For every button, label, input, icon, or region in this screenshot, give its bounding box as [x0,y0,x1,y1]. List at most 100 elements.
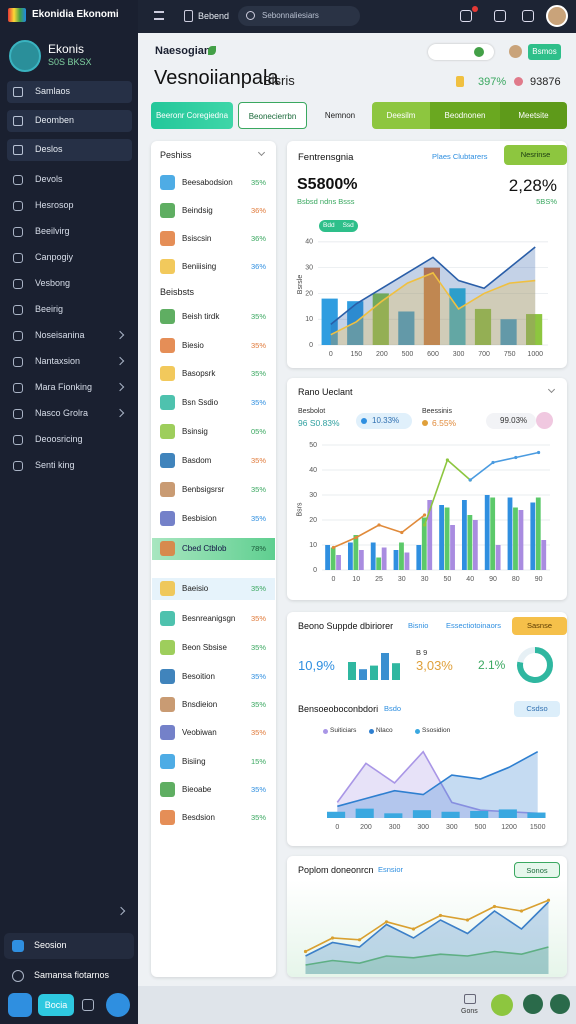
list-item[interactable]: Bsinsig 05% [152,421,275,443]
list-item[interactable]: Bsiscsin 36% [152,228,275,250]
list-item[interactable]: Bnsdieion 35% [152,694,275,716]
icon [13,145,23,155]
tab[interactable]: Nemnon [324,111,356,120]
legend-item: Ssd [342,222,354,229]
big-value: 2,28% [508,176,557,195]
button[interactable]: Sasnse [512,617,567,635]
pinned-item[interactable]: Samlaos [7,81,132,103]
list-item[interactable]: Basopsrk 35% [152,363,275,385]
list-item[interactable]: Besnreanigsgn 35% [152,608,275,630]
footer-item[interactable]: Samansa fiotarnos [4,965,134,987]
list-item[interactable]: Cbed Ctblob 78% [152,538,275,560]
kpi-value: 2.1% [478,658,506,672]
item-value: 05% [250,427,266,436]
icon [13,279,23,289]
footer-item[interactable]: Seosion [4,933,134,959]
y-tick-label: 30 [309,492,317,499]
icon [106,993,130,1017]
menu-item[interactable]: Senti king [7,456,132,476]
bar [467,515,473,570]
list-item[interactable]: Beindsig 36% [152,200,275,222]
pinned-label: Samlaos [35,86,71,96]
bar [472,520,478,570]
header-button[interactable]: Bsmos [528,44,561,60]
chart-title: Rano Ueclant [298,387,353,397]
item-value: 36% [250,262,266,271]
menu-item[interactable]: Nasco Grolra [7,404,132,424]
menu-item[interactable]: Hesrosop [7,196,132,216]
menu-item[interactable]: Mara Fionking [7,378,132,398]
line [305,899,549,953]
x-tick-label: 40 [466,576,474,583]
chart-subtitle: Plaes Clubtarers [432,152,488,161]
list-item[interactable]: Beniiising 36% [152,256,275,278]
icon [160,203,175,218]
bar [490,497,496,570]
chart-link[interactable]: Essectiotoinaors [446,621,502,630]
point [492,904,497,909]
kpi-value: 3,03% [416,658,453,673]
pinned-item[interactable]: Deslos [7,139,132,161]
pinned-item[interactable]: Deomben [7,110,132,132]
icon [160,611,175,626]
list-item[interactable]: Besdsion 35% [152,807,275,829]
list-item[interactable]: Veobiwan 35% [152,722,275,744]
icon [464,994,476,1004]
menu-item[interactable]: Beeirig [7,300,132,320]
list-item[interactable]: Bsn Ssdio 35% [152,392,275,414]
button[interactable]: Sonos [514,862,560,878]
header-pill [428,44,494,60]
list-item[interactable]: Benbsigsrsr 35% [152,479,275,501]
icon [422,420,428,426]
x-tick-label: 1000 [527,351,543,358]
menu-item[interactable]: Deoosricing [7,430,132,450]
list-item[interactable]: Bieoabe 35% [152,779,275,801]
bar [507,497,513,570]
item-value: 35% [250,728,266,737]
menu-item[interactable]: Canpogiy [7,248,132,268]
point [331,545,335,550]
bar [541,540,547,570]
menu-item[interactable]: Devols [7,170,132,190]
chart-panel: Poplom doneonrcn Esnsior Sonos [287,856,567,977]
list-item[interactable]: Biesio 35% [152,335,275,357]
button[interactable]: Nesrinse [504,145,567,165]
list-item[interactable]: Besoition 35% [152,666,275,688]
list-item[interactable]: Bisiing 15% [152,751,275,773]
x-tick-label: 1200 [501,824,517,831]
list-item[interactable]: Beish tirdk 35% [152,306,275,328]
icon [13,409,23,419]
brand: Ekonidia Ekonomi [32,9,119,20]
item-value: 35% [250,584,266,593]
icon [160,259,175,274]
y-tick-label: 50 [309,442,317,449]
search-box[interactable]: Sebonnaliesiars [238,6,360,26]
list-item[interactable]: Basdom 35% [152,450,275,472]
menu-item[interactable]: Nantaxsion [7,352,132,372]
list-section: Beisbsts [160,287,195,297]
chart-panel: Rano Ueclant Besbolot 96 S0.83% 10.33% Beess… [287,378,567,600]
list-item[interactable]: Beon Sbsise 35% [152,637,275,659]
menu-item[interactable]: Noseisanina [7,326,132,346]
menu-item[interactable]: Beeilvirg [7,222,132,242]
list-item[interactable]: Baeisio 35% [152,578,275,600]
x-tick-label: 750 [504,351,516,358]
list-item[interactable]: Beesabodsion 35% [152,172,275,194]
icon [523,994,543,1014]
icon [160,640,175,655]
x-tick-label: 30 [421,576,429,583]
menu-label: Nantaxsion [35,356,81,366]
footer-button[interactable]: Bocia [38,994,74,1016]
item-label: Basopsrk [182,369,216,378]
icon [160,453,175,468]
tab[interactable]: Beeronr Coregiedna [151,102,233,129]
tab[interactable]: Meetsite [500,102,567,129]
menu-item[interactable]: Vesbong [7,274,132,294]
tab[interactable]: Beodnonen [430,102,500,129]
tab[interactable]: Deesilm [372,102,430,129]
chart-panel: Fentrensgnia Plaes Clubtarers Nesrinse S580… [287,141,567,368]
tab[interactable]: Beonecierrbn [238,102,307,129]
list-item[interactable]: Besbision 35% [152,508,275,530]
button[interactable]: Csdso [514,701,560,717]
icon [160,424,175,439]
